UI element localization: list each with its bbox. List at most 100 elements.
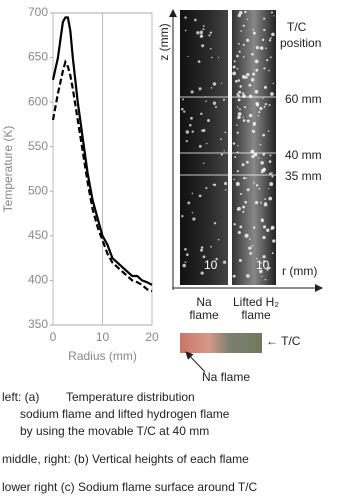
speckle xyxy=(236,54,239,58)
y-tick-label: 650 xyxy=(28,50,48,64)
speckle xyxy=(260,218,264,223)
speckle xyxy=(238,90,242,94)
speckle xyxy=(202,28,205,31)
speckle xyxy=(183,110,186,113)
speckle xyxy=(182,263,186,268)
speckle xyxy=(253,226,256,229)
speckle xyxy=(262,167,267,172)
speckle xyxy=(223,150,225,152)
speckle xyxy=(185,253,189,257)
speckle xyxy=(262,133,266,137)
speckle xyxy=(232,71,237,76)
speckle xyxy=(258,111,261,114)
speckle xyxy=(263,28,266,32)
x-tick-label: 20 xyxy=(145,330,159,344)
speckle xyxy=(182,98,185,101)
speckle xyxy=(246,160,249,164)
speckle xyxy=(258,269,263,274)
speckle xyxy=(213,222,217,225)
speckle xyxy=(260,201,262,203)
speckle xyxy=(239,85,242,88)
speckle xyxy=(262,255,266,259)
tc-label: position xyxy=(280,36,321,50)
speckle xyxy=(190,116,193,120)
speckle xyxy=(238,108,241,111)
speckle xyxy=(251,129,254,133)
speckle xyxy=(237,94,240,98)
speckle xyxy=(237,79,241,82)
speckle xyxy=(239,225,243,229)
speckle xyxy=(269,154,272,157)
x-axis-label: Radius (mm) xyxy=(68,349,137,363)
caption: middle, right: (b) Vertical heights of e… xyxy=(2,452,249,466)
speckle xyxy=(236,208,239,211)
speckle xyxy=(260,262,262,264)
speckle xyxy=(236,131,239,134)
speckle xyxy=(248,94,253,99)
speckle xyxy=(255,102,260,106)
tc-photo xyxy=(180,333,262,353)
speckle xyxy=(237,230,241,235)
speckle xyxy=(210,245,212,248)
speckle xyxy=(248,246,252,250)
speckle xyxy=(187,201,191,205)
speckle xyxy=(236,68,239,70)
speckle xyxy=(240,30,242,32)
speckle xyxy=(237,144,239,147)
speckle xyxy=(184,261,187,263)
speckle xyxy=(233,178,235,181)
caption: by using the movable T/C at 40 mm xyxy=(20,424,209,438)
speckle xyxy=(202,255,206,259)
speckle xyxy=(257,157,260,159)
speckle xyxy=(235,124,238,126)
r-axis-label: r (mm) xyxy=(282,264,317,278)
speckle xyxy=(251,244,254,247)
data-line xyxy=(51,16,153,286)
speckle xyxy=(210,87,213,89)
h2-label: Lifted H₂ xyxy=(233,295,279,309)
tc-arrow-label: ← T/C xyxy=(266,334,301,348)
speckle xyxy=(233,60,236,63)
speckle xyxy=(263,17,266,20)
speckle xyxy=(242,94,246,99)
speckle xyxy=(271,175,274,178)
z-axis-label: z (mm) xyxy=(157,23,171,60)
speckle xyxy=(190,90,194,94)
speckle xyxy=(266,59,269,62)
speckle xyxy=(263,105,266,108)
speckle xyxy=(249,252,253,255)
speckle xyxy=(269,182,274,187)
speckle xyxy=(192,217,196,221)
speckle xyxy=(200,112,203,116)
speckle xyxy=(243,176,246,180)
speckle xyxy=(185,139,188,143)
speckle xyxy=(252,72,256,76)
speckle xyxy=(237,112,242,116)
speckle xyxy=(246,119,250,123)
speckle xyxy=(252,31,256,35)
speckle xyxy=(266,228,270,232)
speckle xyxy=(246,18,248,21)
speckle xyxy=(272,82,275,85)
speckle xyxy=(199,30,204,35)
speckle xyxy=(198,144,202,148)
speckle xyxy=(232,274,236,278)
speckle xyxy=(238,11,243,15)
speckle xyxy=(255,89,258,92)
speckle xyxy=(254,59,259,64)
speckle xyxy=(238,50,241,53)
speckle xyxy=(187,55,189,58)
speckle xyxy=(237,13,241,18)
speckle xyxy=(197,60,201,64)
speckle xyxy=(252,121,257,126)
speckle xyxy=(191,192,194,195)
speckle xyxy=(200,271,204,275)
speckle xyxy=(236,106,239,108)
speckle xyxy=(222,98,226,101)
speckle xyxy=(240,192,243,196)
speckle xyxy=(205,187,208,190)
speckle xyxy=(268,160,272,163)
speckle xyxy=(189,123,192,127)
speckle xyxy=(263,67,266,70)
speckle xyxy=(232,65,236,69)
